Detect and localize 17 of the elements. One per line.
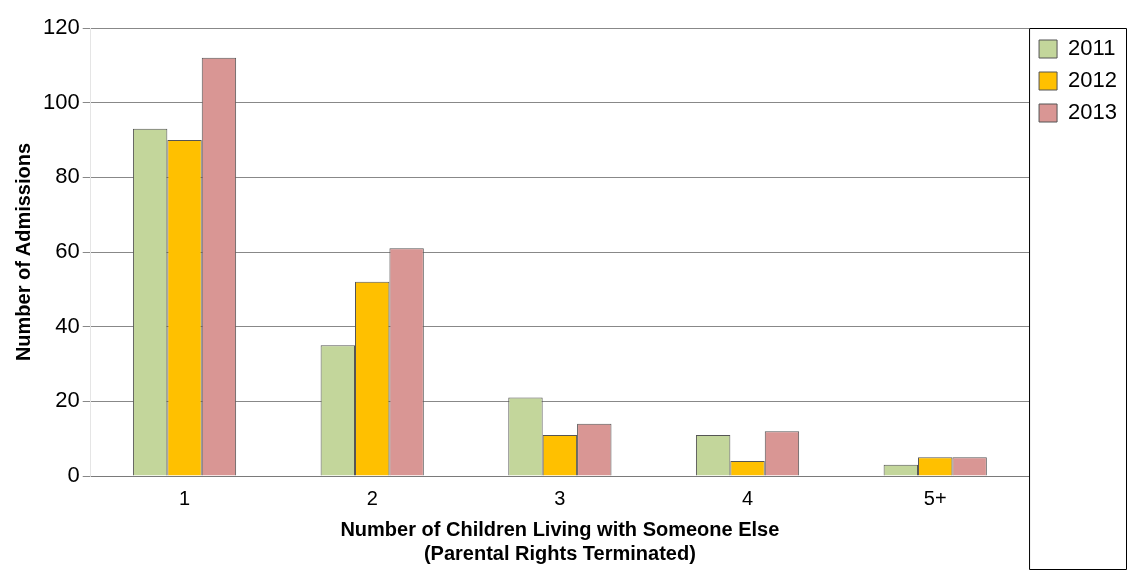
y-axis-title: Number of Admissions: [11, 142, 34, 362]
x-tick-label: 5+: [923, 486, 947, 509]
y-tick-label: 80: [55, 163, 80, 189]
y-tick-label: 60: [55, 238, 80, 264]
x-tick-label: 2: [366, 486, 378, 509]
x-tick-label: 1: [178, 486, 191, 509]
y-tick-label: 0: [67, 462, 80, 488]
x-tick-label: 3: [554, 486, 566, 509]
y-tick-label: 40: [55, 312, 80, 338]
y-tick-label: 120: [42, 14, 80, 40]
x-tick-label: 4: [741, 486, 754, 509]
legend-label: 2012: [1068, 67, 1118, 93]
y-tick-label: 20: [55, 387, 80, 413]
legend-label: 2013: [1068, 99, 1118, 125]
x-axis-title: Number of Children Living with Someone Else (Parental Rights Terminated): [340, 517, 780, 564]
y-tick-label: 100: [42, 88, 80, 114]
legend-label: 2011: [1068, 35, 1116, 61]
